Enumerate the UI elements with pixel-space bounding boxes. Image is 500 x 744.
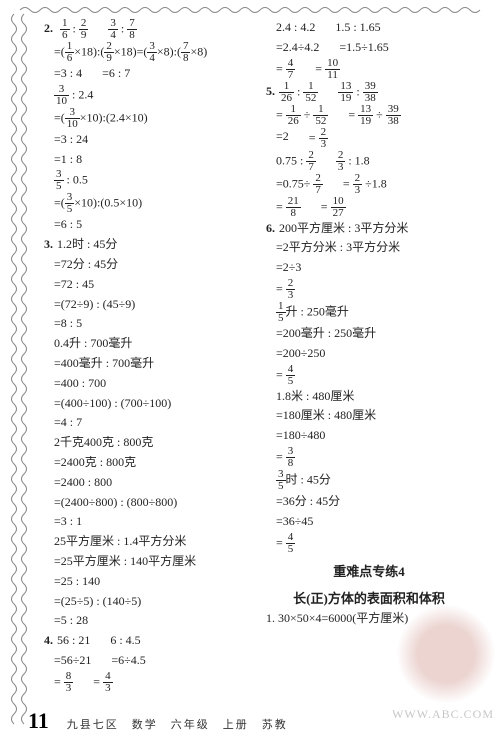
section-heading-1: 重难点专练4 — [266, 561, 472, 582]
q4-number: 4. — [44, 633, 53, 647]
q2-l3: =(310×10):(2.4×10) — [44, 107, 250, 130]
q6-l3: = 23 — [266, 278, 472, 301]
q2-l2b: =6 : 7 — [102, 64, 130, 84]
q6-l9: = 38 — [266, 446, 472, 469]
q6-h1: 200平方厘米 : 3平方分米 — [279, 221, 408, 235]
q5-l1a: = 126 ÷ 152 — [276, 104, 328, 127]
page-content: 2. 16 : 29 34 : 78 =(16×18):(29×18)=(34×… — [0, 0, 500, 734]
q4-h1b: 6 : 4.5 — [110, 631, 140, 651]
q5-l1b: = 1319 ÷ 3938 — [348, 104, 400, 127]
q2-h2: 310 : 2.4 — [44, 84, 250, 107]
q5-number: 5. — [266, 84, 275, 98]
q4c-l1a: =2.4÷4.2 — [276, 38, 319, 58]
q2-l4: =3 : 24 — [44, 130, 250, 150]
q4-l2a: = 83 — [54, 671, 73, 694]
q3-l9: =2400克 : 800克 — [44, 453, 250, 473]
q4-h1a: 56 : 21 — [57, 633, 90, 647]
q6-l1: =2平方分米 : 3平方分米 — [266, 238, 472, 258]
footer-text: 九县七区 数学 六年级 上册 苏教 — [67, 716, 288, 732]
q6-h3: 1.8米 : 480厘米 — [266, 387, 472, 407]
q4c-l2a: = 47 — [276, 58, 295, 81]
q5-l2b: = 23 — [309, 127, 328, 150]
q5-l2a: =2 — [276, 127, 289, 150]
page-footer: 11 九县七区 数学 六年级 上册 苏教 — [28, 708, 472, 734]
q4c-l1b: =1.5÷1.65 — [339, 38, 388, 58]
q3-l5: =400毫升 : 700毫升 — [44, 354, 250, 374]
q6-l2: =2÷3 — [266, 258, 472, 278]
q3-l15: =(25÷5) : (140÷5) — [44, 592, 250, 612]
q3-h1: 1.2时 : 45分 — [57, 237, 117, 251]
q4-l1a: =56÷21 — [54, 651, 91, 671]
q2-h1b: 34 : 78 — [108, 18, 136, 41]
q3-l13: =25平方厘米 : 140平方厘米 — [44, 552, 250, 572]
q2-h3: 35 : 0.5 — [44, 169, 250, 192]
q5-l4b: = 1027 — [321, 196, 346, 219]
q6-l12: = 45 — [266, 532, 472, 555]
q3-l2: =72 : 45 — [44, 275, 250, 295]
q6-l7: =180厘米 : 480厘米 — [266, 406, 472, 426]
q5-l3a: =0.75÷ 27 — [276, 173, 323, 196]
q6-l6: = 45 — [266, 364, 472, 387]
q2-l7: =6 : 5 — [44, 215, 250, 235]
q3-l6: =400 : 700 — [44, 374, 250, 394]
q5-h2a: 0.75 : 27 — [276, 150, 316, 173]
q6-l8: =180÷480 — [266, 426, 472, 446]
q6-number: 6. — [266, 221, 275, 235]
next-q1: 1. 30×50×4=6000(平方厘米) — [266, 609, 472, 629]
section-heading-2: 长(正)方体的表面积和体积 — [266, 588, 472, 609]
column-right: 2.4 : 4.2 1.5 : 1.65 =2.4÷4.2 =1.5÷1.65 = … — [266, 18, 472, 694]
q6-l11: =36÷45 — [266, 512, 472, 532]
q2-l2a: =3 : 4 — [54, 64, 82, 84]
q4-l1b: =6÷4.5 — [111, 651, 145, 671]
q3-h2: 0.4升 : 700毫升 — [44, 334, 250, 354]
q6-l4: =200毫升 : 250毫升 — [266, 324, 472, 344]
q3-h3: 2千克400克 : 800克 — [44, 433, 250, 453]
q6-l5: =200÷250 — [266, 344, 472, 364]
q3-l10: =2400 : 800 — [44, 473, 250, 493]
q2-l1: =(16×18):(29×18)=(34×8):(78×8) — [44, 41, 250, 64]
q5-h1b: 1319 : 3938 — [338, 81, 377, 104]
q6-h4: 35时 : 45分 — [266, 469, 472, 492]
q6-l10: =36分 : 45分 — [266, 492, 472, 512]
q4c-l2b: = 1011 — [315, 58, 340, 81]
q2-l5: =1 : 8 — [44, 150, 250, 170]
q5-l4a: = 218 — [276, 196, 301, 219]
q3-l1: =72分 : 45分 — [44, 255, 250, 275]
q4c-h1b: 1.5 : 1.65 — [335, 18, 380, 38]
q4c-h1a: 2.4 : 4.2 — [276, 18, 315, 38]
q4-l2b: = 43 — [93, 671, 112, 694]
q3-l3: =(72÷9) : (45÷9) — [44, 295, 250, 315]
q2-number: 2. — [44, 21, 53, 35]
q3-l14: =25 : 140 — [44, 572, 250, 592]
q3-l16: =5 : 28 — [44, 611, 250, 631]
q6-h2: 15升 : 250毫升 — [266, 301, 472, 324]
q3-number: 3. — [44, 237, 53, 251]
q3-h4: 25平方厘米 : 1.4平方分米 — [44, 532, 250, 552]
q3-l11: =(2400÷800) : (800÷800) — [44, 493, 250, 513]
q3-l12: =3 : 1 — [44, 512, 250, 532]
q5-h2b: 23 : 1.8 — [336, 150, 370, 173]
q3-l4: =8 : 5 — [44, 314, 250, 334]
q3-l8: =4 : 7 — [44, 413, 250, 433]
q3-l7: =(400÷100) : (700÷100) — [44, 394, 250, 414]
column-left: 2. 16 : 29 34 : 78 =(16×18):(29×18)=(34×… — [44, 18, 250, 694]
page-number: 11 — [28, 708, 49, 734]
q5-l3b: = 23 ÷1.8 — [343, 173, 387, 196]
q2-l6: =(35×10):(0.5×10) — [44, 192, 250, 215]
